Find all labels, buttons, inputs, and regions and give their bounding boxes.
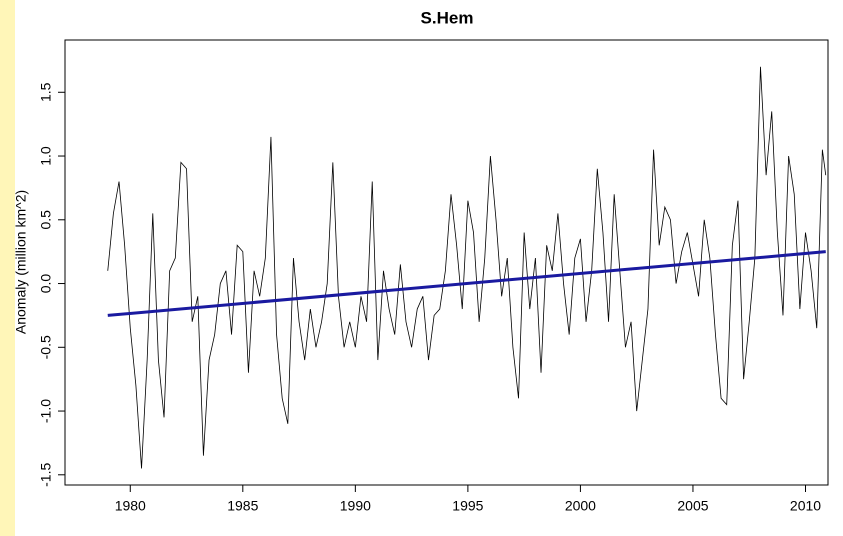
side-strip: [0, 0, 15, 536]
data-line: [107, 66, 827, 469]
y-tick-label: 1.0: [38, 146, 54, 166]
y-tick-label: -1.0: [38, 399, 54, 423]
x-tick-label: 1990: [340, 498, 371, 514]
y-tick-label: 1.5: [38, 82, 54, 102]
y-axis-label: Anomaly (million km^2): [13, 190, 29, 334]
x-tick-label: 2005: [677, 498, 708, 514]
x-tick-label: 1985: [227, 498, 258, 514]
x-tick-label: 1995: [452, 498, 483, 514]
trend-line: [107, 250, 826, 317]
chart-title: S.Hem: [421, 8, 474, 27]
plot-box: [64, 39, 829, 486]
x-tick-label: 1980: [115, 498, 146, 514]
y-tick-label: 0.5: [38, 210, 54, 230]
y-tick-label: 0.0: [38, 274, 54, 294]
x-tick-label: 2000: [565, 498, 596, 514]
y-tick-label: -1.5: [38, 463, 54, 487]
y-tick-label: -0.5: [38, 335, 54, 359]
x-tick-label: 2010: [790, 498, 821, 514]
